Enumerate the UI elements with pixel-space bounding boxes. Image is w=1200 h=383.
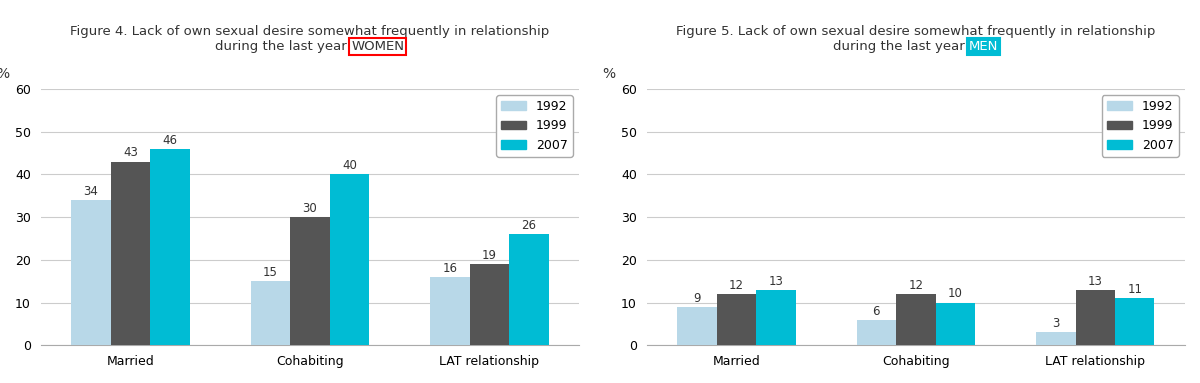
Text: 13: 13: [1088, 275, 1103, 288]
Text: MEN: MEN: [970, 40, 998, 53]
Text: Figure 4. Lack of own sexual desire somewhat frequently in relationship: Figure 4. Lack of own sexual desire some…: [71, 25, 550, 38]
Bar: [1115, 298, 1154, 345]
Text: 12: 12: [908, 279, 923, 292]
Legend: 1992, 1999, 2007: 1992, 1999, 2007: [1102, 95, 1178, 157]
Text: during the last year: during the last year: [833, 40, 970, 53]
Text: 12: 12: [728, 279, 744, 292]
Text: 16: 16: [443, 262, 457, 275]
Bar: [71, 200, 110, 345]
Text: 30: 30: [302, 202, 317, 215]
Bar: [857, 320, 896, 345]
Bar: [509, 234, 548, 345]
Bar: [677, 307, 716, 345]
Text: 15: 15: [263, 266, 278, 279]
Bar: [1036, 332, 1075, 345]
Text: 3: 3: [1052, 318, 1060, 330]
Text: 19: 19: [482, 249, 497, 262]
Bar: [251, 281, 290, 345]
Bar: [756, 290, 796, 345]
Text: 9: 9: [694, 292, 701, 305]
Text: Figure 5. Lack of own sexual desire somewhat frequently in relationship: Figure 5. Lack of own sexual desire some…: [676, 25, 1156, 38]
Bar: [290, 217, 330, 345]
Text: 11: 11: [1127, 283, 1142, 296]
Bar: [469, 264, 509, 345]
Bar: [716, 294, 756, 345]
Bar: [896, 294, 936, 345]
Text: 46: 46: [162, 134, 178, 147]
Text: 40: 40: [342, 159, 356, 172]
Text: %: %: [602, 67, 616, 81]
Text: 13: 13: [768, 275, 784, 288]
Text: during the last year: during the last year: [216, 40, 352, 53]
Bar: [150, 149, 190, 345]
Bar: [936, 303, 976, 345]
Text: 34: 34: [84, 185, 98, 198]
Legend: 1992, 1999, 2007: 1992, 1999, 2007: [496, 95, 572, 157]
Text: WOMEN: WOMEN: [352, 40, 404, 53]
Text: 26: 26: [522, 219, 536, 232]
Bar: [330, 174, 370, 345]
Text: 6: 6: [872, 304, 880, 318]
Text: 10: 10: [948, 287, 962, 300]
Bar: [1075, 290, 1115, 345]
Text: %: %: [0, 67, 10, 81]
Bar: [430, 277, 469, 345]
Text: 43: 43: [124, 146, 138, 159]
Bar: [110, 162, 150, 345]
